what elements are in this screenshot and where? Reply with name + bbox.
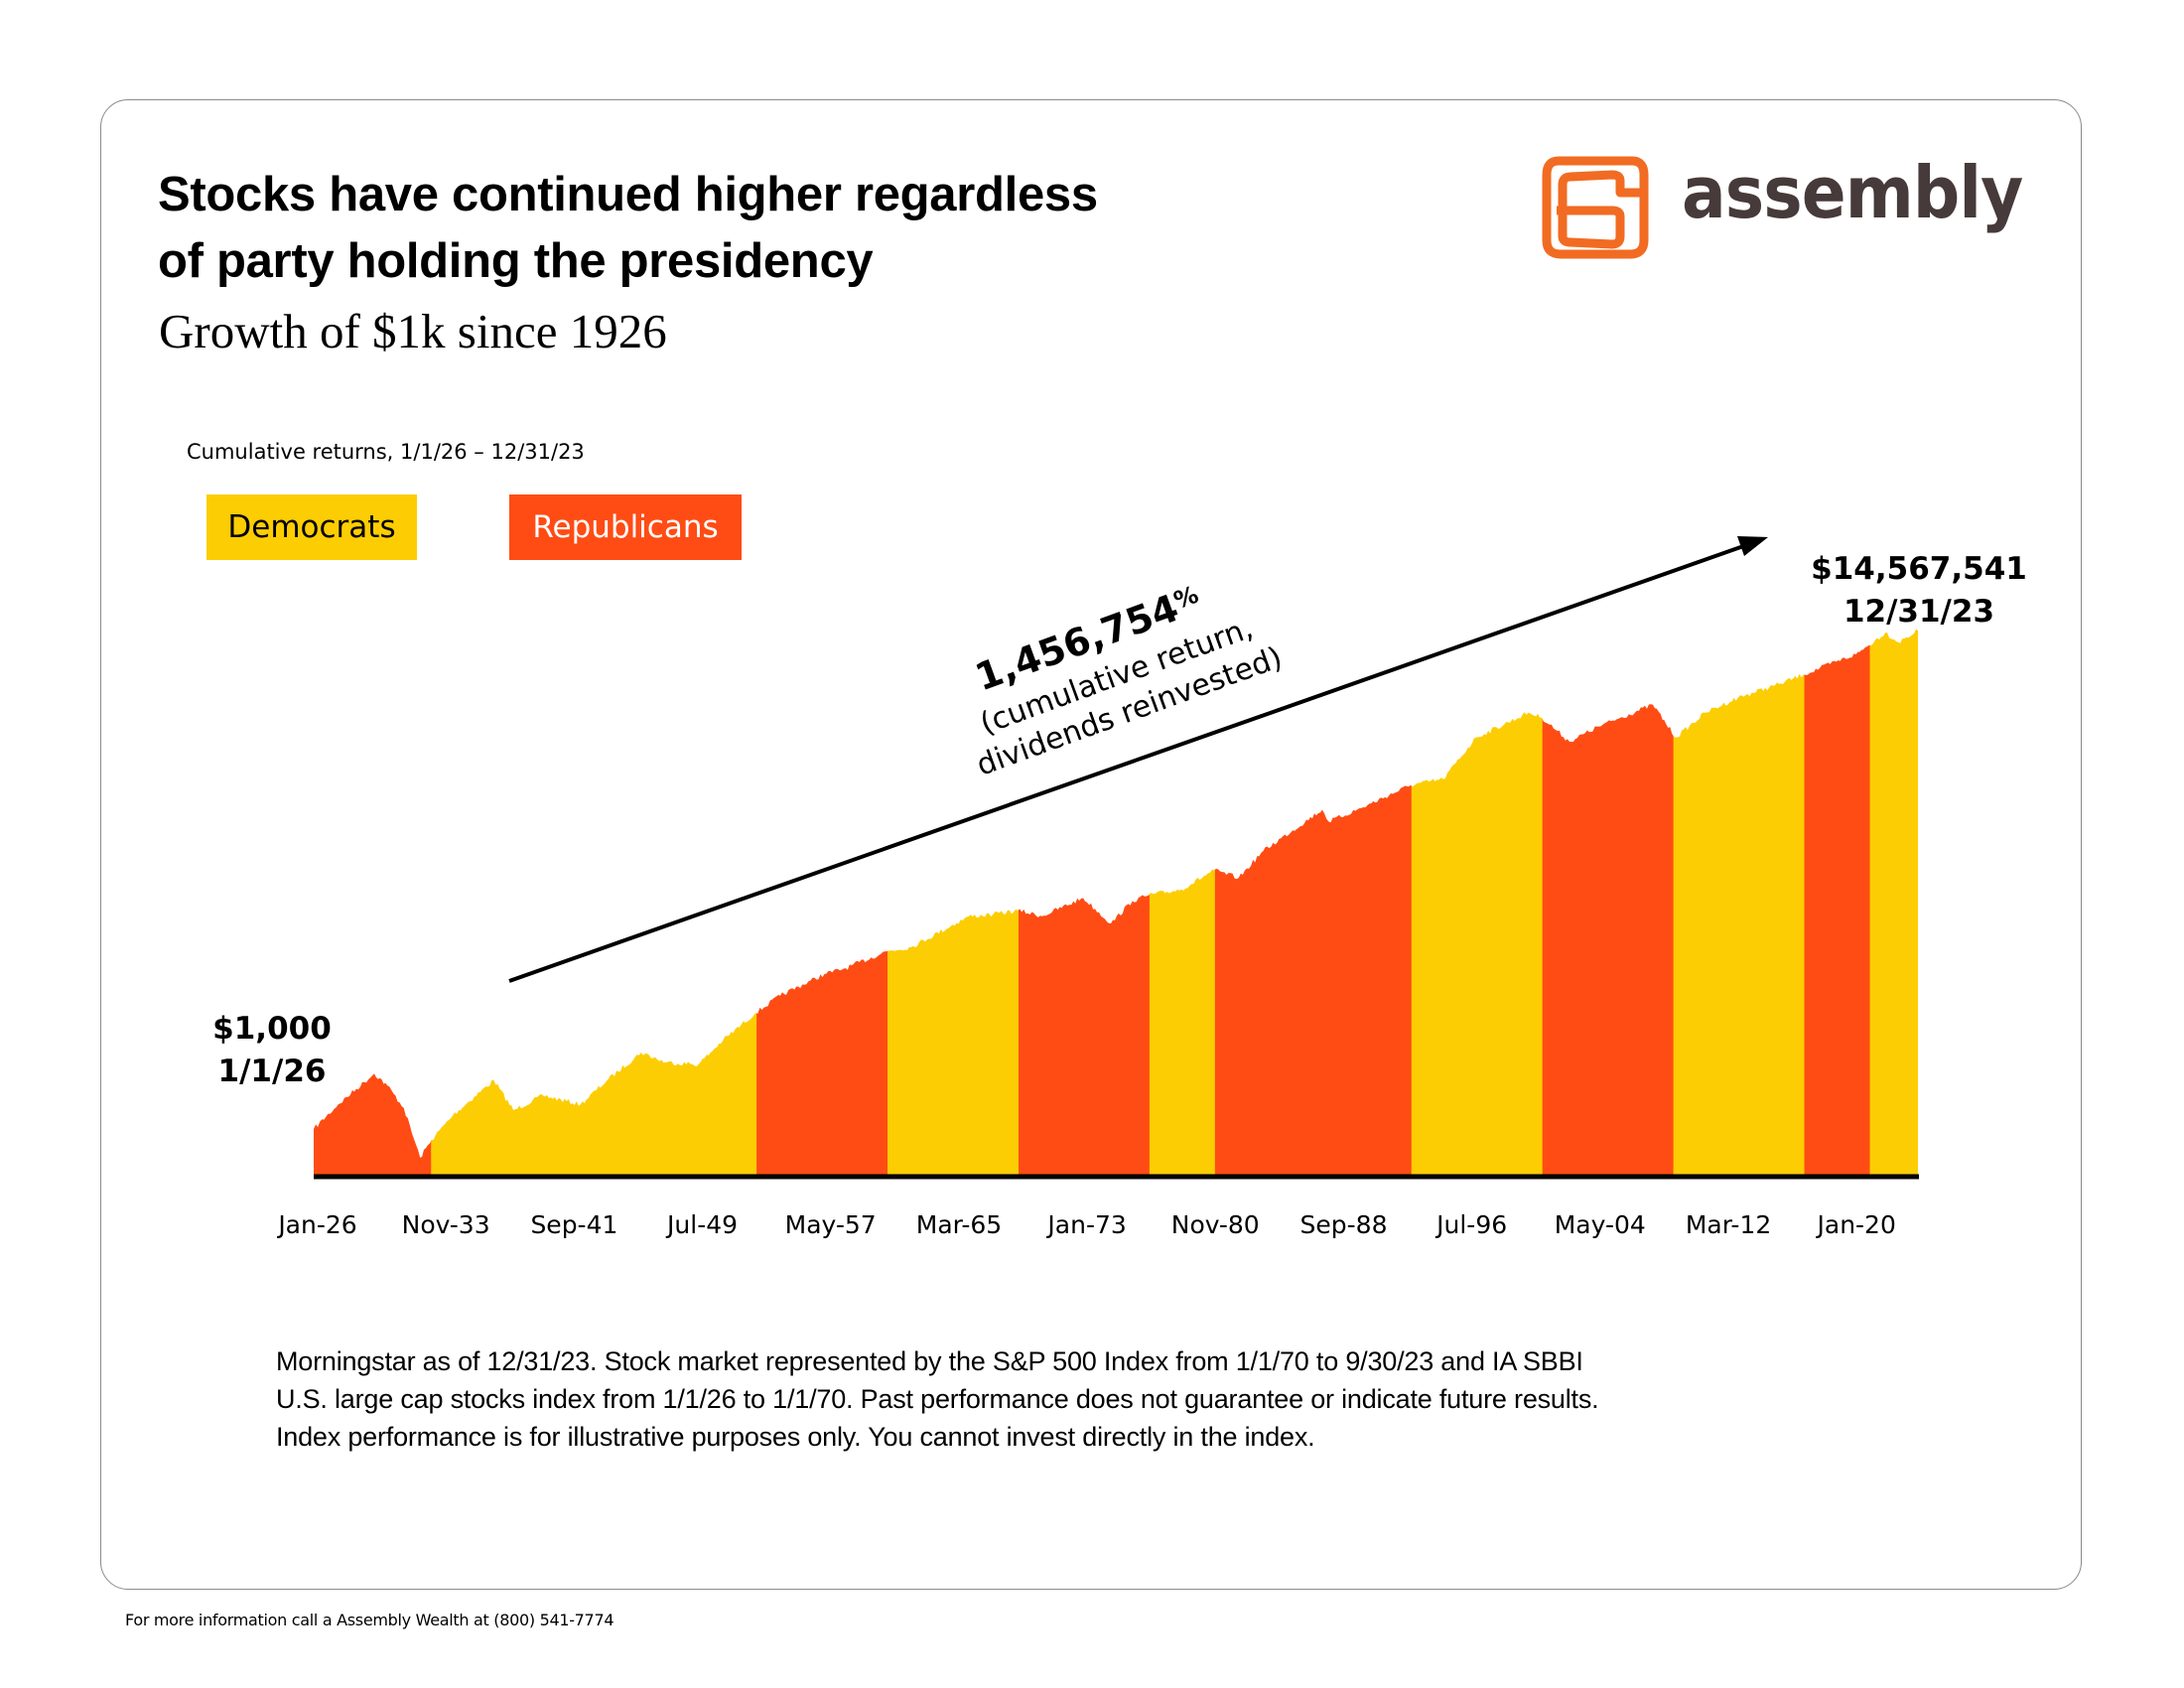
x-tick-label: Jan-20	[1816, 1210, 1896, 1239]
legend-republicans: Republicans	[509, 494, 742, 560]
party-band-republicans	[314, 629, 432, 1175]
party-band-democrats	[431, 629, 757, 1175]
legend-republicans-label: Republicans	[532, 509, 719, 545]
start-value-label: $1,000	[212, 1011, 332, 1047]
x-tick-label: Sep-41	[530, 1210, 617, 1239]
x-tick-label: May-04	[1555, 1210, 1646, 1239]
party-band-democrats	[1411, 629, 1544, 1175]
cumulative-return-annotation: 1,456,754% (cumulative return, dividends…	[970, 581, 1288, 783]
title-line-1: Stocks have continued higher regardless	[158, 168, 1098, 221]
brand-wordmark: assembly	[1682, 151, 2023, 234]
trend-arrow	[508, 536, 1768, 983]
party-band-republicans	[1804, 629, 1871, 1175]
source-footnote: Morningstar as of 12/31/23. Stock market…	[276, 1342, 1599, 1456]
content-card	[100, 99, 2082, 1590]
legend-democrats-label: Democrats	[227, 509, 396, 545]
brand-logo: assembly	[1541, 151, 2097, 264]
x-tick-label: Jul-96	[1434, 1210, 1507, 1239]
x-tick-label: Jan-73	[1045, 1210, 1126, 1239]
party-bands	[314, 629, 1918, 1175]
x-tick-label: Jul-49	[665, 1210, 738, 1239]
x-tick-labels: Jan-26 Nov-33 Sep-41 Jul-49 May-57 Mar-65 Jan-…	[276, 1210, 1896, 1239]
party-band-republicans	[1542, 629, 1675, 1175]
party-band-republicans	[1018, 629, 1151, 1175]
x-tick-label: Jan-26	[276, 1210, 356, 1239]
x-tick-label: Mar-65	[916, 1210, 1002, 1239]
party-band-republicans	[1214, 629, 1413, 1175]
footnote-line-1: Morningstar as of 12/31/23. Stock market…	[276, 1346, 1583, 1376]
footnote-line-2: U.S. large cap stocks index from 1/1/26 …	[276, 1384, 1599, 1414]
start-date-label: 1/1/26	[218, 1054, 327, 1089]
end-date-label: 12/31/23	[1843, 594, 1994, 630]
page-title: Stocks have continued higher regardless …	[158, 162, 1098, 295]
party-band-democrats	[1869, 629, 1918, 1175]
chart-range-note: Cumulative returns, 1/1/26 – 12/31/23	[187, 440, 585, 464]
subtitle: Growth of $1k since 1926	[159, 304, 667, 358]
title-line-2: of party holding the presidency	[158, 234, 874, 288]
trend-arrow-line	[508, 542, 1750, 983]
party-band-republicans	[756, 629, 888, 1175]
x-tick-label: Mar-12	[1686, 1210, 1771, 1239]
party-band-democrats	[1673, 629, 1806, 1175]
x-tick-label: Sep-88	[1300, 1210, 1388, 1239]
assembly-a-monogram-icon	[1542, 156, 1649, 259]
x-tick-label: Nov-80	[1171, 1210, 1260, 1239]
footnote-line-3: Index performance is for illustrative pu…	[276, 1422, 1315, 1452]
contact-footer: For more information call a Assembly Wea…	[125, 1611, 614, 1629]
end-value-label: $14,567,541	[1811, 551, 2027, 587]
arrow-head-icon	[1737, 536, 1768, 556]
party-band-democrats	[887, 629, 1020, 1175]
x-tick-label: Nov-33	[402, 1210, 490, 1239]
legend-democrats: Democrats	[206, 494, 417, 560]
x-tick-label: May-57	[785, 1210, 877, 1239]
